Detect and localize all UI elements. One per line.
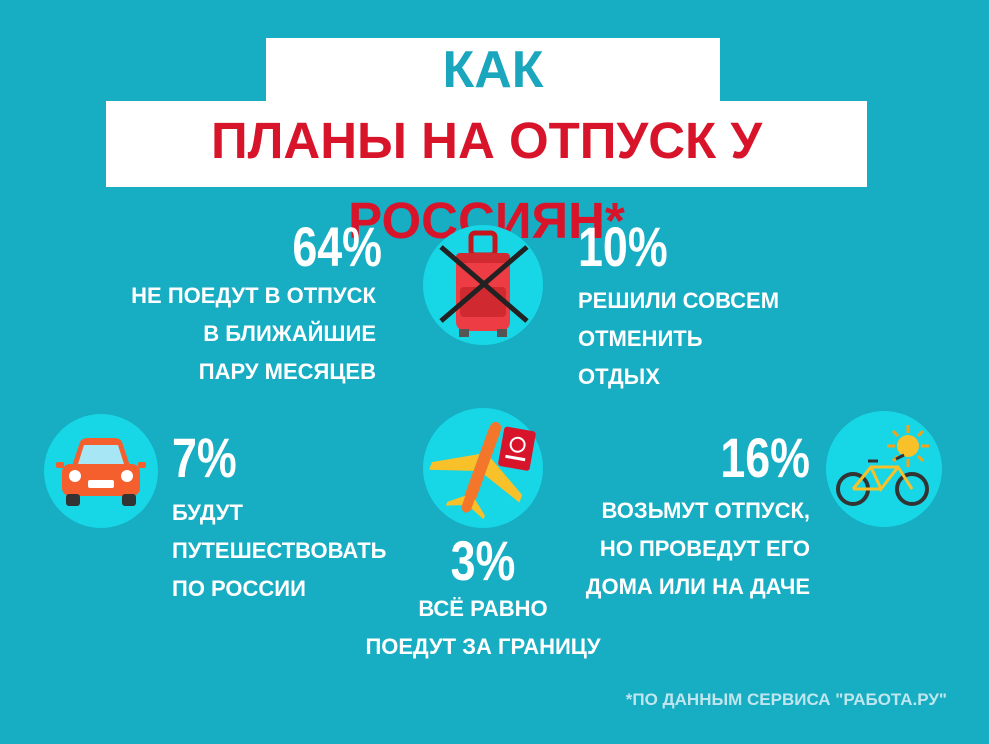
stat-64-line: В БЛИЖАЙШИЕ: [203, 321, 376, 346]
stat-64-desc: НЕ ПОЕДУТ В ОТПУСК В БЛИЖАЙШИЕ ПАРУ МЕСЯ…: [100, 277, 376, 391]
stat-16-line: ДОМА ИЛИ НА ДАЧЕ: [585, 574, 810, 599]
stat-3-line: ПОЕДУТ ЗА ГРАНИЦУ: [365, 634, 601, 659]
stat-64-percent: 64%: [292, 215, 382, 278]
stat-10-line: ОТМЕНИТЬ: [578, 326, 703, 351]
stat-16-line: НО ПРОВЕДУТ ЕГО: [599, 536, 810, 561]
stat-3-percent: 3%: [450, 529, 516, 592]
stat-7-percent: 7%: [172, 426, 237, 489]
stat-16-line: ВОЗЬМУТ ОТПУСК,: [601, 498, 810, 523]
footnote: *ПО ДАННЫМ СЕРВИСА "РАБОТА.РУ": [625, 690, 947, 709]
stat-64-line: НЕ ПОЕДУТ В ОТПУСК: [131, 283, 376, 308]
title-line-1: КАК ИЗМЕНИЛИСЬ: [266, 38, 720, 163]
stat-7-line: ПУТЕШЕСТВОВАТЬ: [172, 538, 387, 563]
stat-7-line: ПО РОССИИ: [172, 576, 306, 601]
stat-3-line: ВСЁ РАВНО: [418, 596, 548, 621]
stat-10-line: ОТДЫХ: [578, 364, 660, 389]
car-icon: [44, 414, 158, 528]
airplane-passport-icon: [423, 408, 543, 528]
crossed-suitcase-icon: [423, 225, 543, 345]
stat-3-desc: ВСЁ РАВНО ПОЕДУТ ЗА ГРАНИЦУ: [350, 590, 616, 666]
stat-10-desc: РЕШИЛИ СОВСЕМ ОТМЕНИТЬ ОТДЫХ: [578, 282, 838, 396]
stat-10-line: РЕШИЛИ СОВСЕМ: [578, 288, 780, 313]
bicycle-sun-icon: [826, 411, 942, 527]
stat-7-line: БУДУТ: [172, 500, 243, 525]
stat-64-line: ПАРУ МЕСЯЦЕВ: [198, 359, 376, 384]
title-line-2: ПЛАНЫ НА ОТПУСК У РОССИЯН*: [106, 101, 867, 249]
stat-10-percent: 10%: [578, 215, 668, 278]
stat-7-desc: БУДУТ ПУТЕШЕСТВОВАТЬ ПО РОССИИ: [172, 494, 402, 608]
stat-16-percent: 16%: [720, 426, 810, 489]
stat-16-desc: ВОЗЬМУТ ОТПУСК, НО ПРОВЕДУТ ЕГО ДОМА ИЛИ…: [560, 492, 810, 606]
